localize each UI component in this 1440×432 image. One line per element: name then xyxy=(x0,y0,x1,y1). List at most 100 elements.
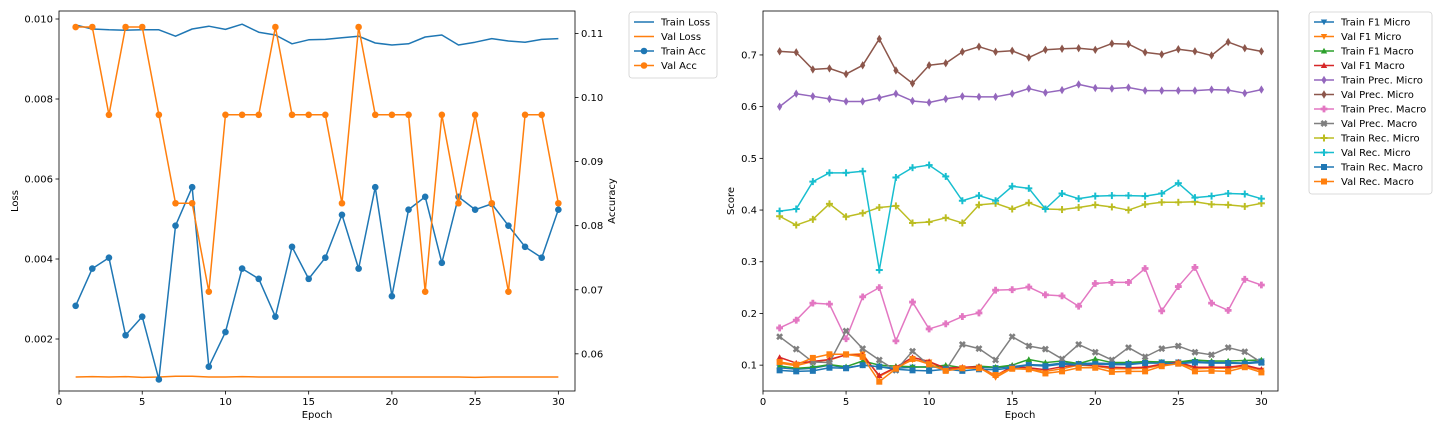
data-point xyxy=(909,298,916,306)
data-point xyxy=(826,364,833,371)
series-line-val-loss xyxy=(75,375,559,379)
y-tick-label: 0.010 xyxy=(24,15,53,26)
loss-accuracy-chart: 0 5 10 15 20 25 30 0.002 0.004 0.006 0.008 0.010 0.0… xyxy=(10,10,718,421)
data-point xyxy=(1008,286,1016,294)
data-point xyxy=(388,292,396,300)
data-point xyxy=(826,351,833,358)
data-point xyxy=(1175,86,1181,95)
data-point xyxy=(222,111,229,119)
data-point xyxy=(843,69,849,79)
legend-item-train-f1-macro: Train F1 Macro xyxy=(1314,47,1414,58)
series-train-loss xyxy=(75,23,559,46)
data-point xyxy=(421,288,429,295)
legend-marker xyxy=(1320,105,1328,113)
legend-item-val-rec-macro: Val Rec. Macro xyxy=(1314,177,1414,188)
data-point xyxy=(825,200,833,208)
data-point xyxy=(843,97,849,106)
data-point xyxy=(1224,201,1232,209)
legend-marker xyxy=(1320,134,1328,142)
data-point xyxy=(238,111,246,119)
data-point xyxy=(1241,275,1249,283)
data-point xyxy=(1041,345,1049,353)
data-point xyxy=(793,361,800,368)
data-point xyxy=(809,354,816,361)
data-point xyxy=(876,372,883,379)
data-point xyxy=(909,219,917,227)
y-right-tick-label: 0.10 xyxy=(581,93,603,104)
data-point xyxy=(992,286,999,294)
data-point xyxy=(975,309,983,317)
legend-label: Val F1 Macro xyxy=(1341,61,1405,72)
data-point xyxy=(1042,45,1049,54)
y-axis-right-label: Accuracy xyxy=(607,178,618,224)
data-point xyxy=(172,199,179,207)
x-tick-label: 5 xyxy=(139,397,145,408)
data-point xyxy=(1174,283,1182,290)
data-point xyxy=(521,243,529,251)
data-point xyxy=(1241,190,1249,198)
data-point xyxy=(255,111,263,119)
data-point xyxy=(776,362,783,369)
data-point xyxy=(976,92,982,102)
data-point xyxy=(371,183,379,191)
data-point xyxy=(776,324,784,332)
data-point xyxy=(322,254,329,262)
data-point xyxy=(1091,201,1099,209)
legend-label: Val Acc xyxy=(661,61,697,72)
data-point xyxy=(892,173,900,181)
data-point xyxy=(825,359,833,367)
data-point xyxy=(288,111,296,119)
legend: Train Loss Val Loss Train Acc Val Acc xyxy=(628,11,718,79)
data-point xyxy=(1025,356,1033,363)
data-point xyxy=(859,209,867,217)
legend-marker xyxy=(1320,120,1328,127)
data-point xyxy=(876,93,882,103)
data-point xyxy=(1258,47,1264,56)
data-point xyxy=(322,111,329,119)
series-val-prec-micro xyxy=(777,34,1264,88)
data-point xyxy=(238,265,246,272)
data-point xyxy=(1008,205,1016,213)
legend-item-val-rec-micro: Val Rec. Micro xyxy=(1314,148,1411,159)
legend-item-train-rec-macro: Train Rec. Macro xyxy=(1314,163,1423,174)
data-point xyxy=(809,367,816,374)
data-point xyxy=(471,111,479,119)
data-point xyxy=(859,362,866,369)
data-point xyxy=(992,371,999,378)
y-right-tick-label: 0.08 xyxy=(581,221,603,232)
data-point xyxy=(1025,342,1033,350)
y-right-tick-label: 0.09 xyxy=(581,157,603,168)
y-axis-label: Loss xyxy=(10,190,21,212)
data-point xyxy=(1224,344,1232,352)
y-tick-label: 0.2 xyxy=(741,309,757,320)
data-point xyxy=(1208,351,1216,359)
legend-label: Val Prec. Micro xyxy=(1341,90,1414,101)
data-point xyxy=(1141,265,1149,272)
data-point xyxy=(1142,86,1148,95)
data-point xyxy=(1191,364,1199,370)
data-point xyxy=(1158,190,1166,198)
x-tick-label: 30 xyxy=(552,397,565,408)
data-point xyxy=(909,355,916,362)
data-point xyxy=(272,23,279,31)
data-point xyxy=(1059,85,1065,95)
data-point xyxy=(1026,53,1032,62)
data-point xyxy=(942,320,950,328)
data-point xyxy=(1058,206,1066,214)
data-point xyxy=(842,327,850,335)
y-tick-label: 0.3 xyxy=(741,257,757,268)
data-point xyxy=(942,214,950,222)
data-point xyxy=(859,353,866,360)
data-point xyxy=(1108,279,1116,286)
series-val-acc xyxy=(72,23,562,295)
data-point xyxy=(859,345,867,353)
x-axis-label: Epoch xyxy=(302,410,333,421)
data-point xyxy=(1191,359,1198,366)
data-point xyxy=(1141,364,1149,370)
data-point xyxy=(405,206,412,213)
data-point xyxy=(1092,361,1099,368)
legend: Train F1 Micro Val F1 Micro Train F1 Macro… xyxy=(1308,11,1433,195)
data-point xyxy=(842,335,850,343)
data-point xyxy=(122,23,129,31)
data-point xyxy=(105,254,113,262)
